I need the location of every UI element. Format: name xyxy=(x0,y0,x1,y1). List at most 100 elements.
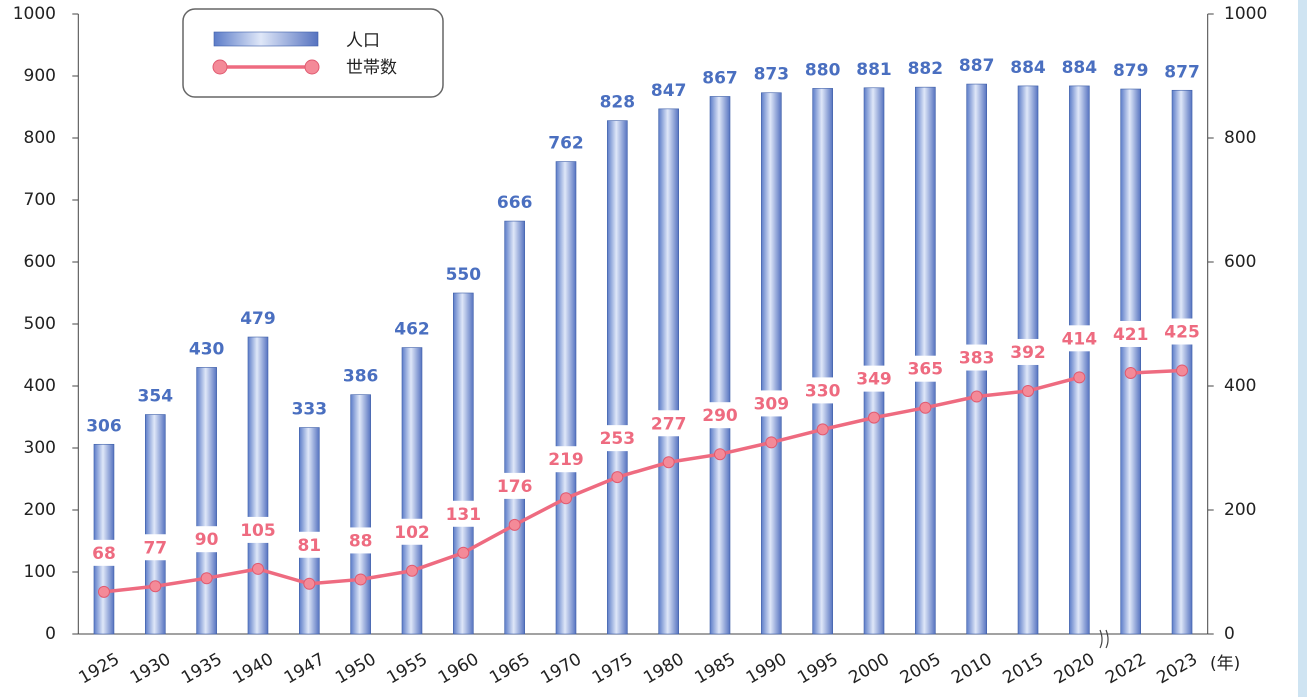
y-tick-label: 1000 xyxy=(13,4,56,24)
bar-value-label: 828 xyxy=(600,93,636,113)
x-tick-label: 2020 xyxy=(1051,649,1098,688)
bar-value-label: 847 xyxy=(651,81,687,101)
bar-value-label: 479 xyxy=(240,309,276,329)
household-value-label: 330 xyxy=(805,381,841,401)
household-value-label: 81 xyxy=(297,536,321,556)
y-tick-label: 0 xyxy=(45,624,56,644)
household-marker xyxy=(816,423,829,436)
household-value-label: 68 xyxy=(92,544,116,564)
bar-value-label: 762 xyxy=(548,134,584,154)
household-value-label: 425 xyxy=(1164,323,1200,343)
x-tick-label: 1965 xyxy=(486,649,533,688)
household-value-label: 90 xyxy=(195,530,219,550)
label-bg xyxy=(545,446,586,473)
household-marker xyxy=(765,436,778,449)
bar-value-label: 306 xyxy=(86,416,122,436)
bar-value-label: 879 xyxy=(1113,61,1149,81)
x-tick-label: 1940 xyxy=(230,649,277,688)
y-tick-label: 300 xyxy=(24,438,56,458)
x-tick-label: 1995 xyxy=(794,649,841,688)
household-marker xyxy=(303,577,316,590)
label-bg xyxy=(494,472,535,499)
household-marker xyxy=(559,492,572,505)
bar xyxy=(555,161,577,635)
label-bg xyxy=(956,344,997,371)
legend-label: 人口 xyxy=(346,31,380,51)
legend-bar-swatch xyxy=(213,31,319,47)
y2-tick-label: 600 xyxy=(1224,252,1256,272)
bar xyxy=(1069,85,1090,635)
bar xyxy=(401,347,423,635)
y2-tick-label: 0 xyxy=(1224,624,1235,644)
bar xyxy=(709,96,731,635)
bar xyxy=(863,87,885,635)
household-value-label: 253 xyxy=(600,429,636,449)
label-bg xyxy=(905,355,946,382)
bar-value-label: 882 xyxy=(908,59,944,79)
label-bg xyxy=(1059,325,1100,352)
household-marker xyxy=(1176,364,1189,377)
label-bg xyxy=(340,527,381,554)
household-marker xyxy=(149,580,162,593)
x-tick-label: 2000 xyxy=(846,649,893,688)
bar-value-label: 550 xyxy=(446,265,482,285)
household-value-label: 290 xyxy=(702,406,738,426)
label-bg xyxy=(751,390,792,417)
household-value-label: 421 xyxy=(1113,325,1149,345)
x-tick-label: 2010 xyxy=(948,649,995,688)
y-tick-label: 600 xyxy=(24,252,56,272)
household-value-label: 365 xyxy=(908,360,944,380)
bar-value-label: 881 xyxy=(856,60,892,80)
x-tick-label: 1990 xyxy=(743,649,790,688)
y-tick-label: 200 xyxy=(24,500,56,520)
x-tick-label: 1935 xyxy=(178,649,225,688)
label-bg xyxy=(289,531,330,558)
bar xyxy=(761,92,782,635)
household-marker xyxy=(354,573,367,586)
bar xyxy=(247,336,269,635)
edge-strip xyxy=(1298,0,1307,697)
x-tick-label: 2023 xyxy=(1154,649,1201,688)
bar-value-label: 666 xyxy=(497,193,533,213)
household-marker xyxy=(1124,366,1137,379)
household-value-label: 88 xyxy=(349,531,373,551)
household-value-label: 309 xyxy=(754,394,790,414)
legend-marker xyxy=(304,59,320,75)
household-marker xyxy=(970,390,983,403)
bar xyxy=(350,394,371,635)
household-line xyxy=(103,375,1080,594)
bar xyxy=(299,427,320,635)
y-tick-label: 500 xyxy=(24,314,56,334)
label-bg xyxy=(597,425,638,452)
x-tick-label: 1950 xyxy=(332,649,379,688)
household-value-label: 392 xyxy=(1010,343,1046,363)
household-marker xyxy=(97,585,110,598)
household-marker xyxy=(714,448,727,461)
bar-value-label: 884 xyxy=(1062,58,1098,78)
bar xyxy=(812,88,833,635)
bar xyxy=(145,414,166,635)
y-tick-label: 800 xyxy=(24,128,56,148)
household-marker xyxy=(1073,371,1086,384)
y2-tick-label: 1000 xyxy=(1224,4,1267,24)
x-tick-label: 1955 xyxy=(384,649,431,688)
bar-value-label: 880 xyxy=(805,60,841,80)
household-marker xyxy=(405,564,418,577)
label-bg xyxy=(700,402,741,429)
household-marker xyxy=(457,546,470,559)
label-bg xyxy=(237,516,278,543)
household-marker xyxy=(868,411,881,424)
bar xyxy=(93,443,115,635)
household-value-label: 77 xyxy=(143,538,167,558)
household-marker xyxy=(919,401,932,414)
household-marker xyxy=(611,471,624,484)
x-tick-label: 1930 xyxy=(127,649,174,688)
household-marker xyxy=(200,572,213,585)
y2-tick-label: 400 xyxy=(1224,376,1256,396)
label-bg xyxy=(135,534,176,561)
x-tick-label: 1985 xyxy=(692,649,739,688)
bar-value-label: 354 xyxy=(138,387,174,407)
label-bg xyxy=(443,500,484,527)
bar xyxy=(607,120,628,635)
